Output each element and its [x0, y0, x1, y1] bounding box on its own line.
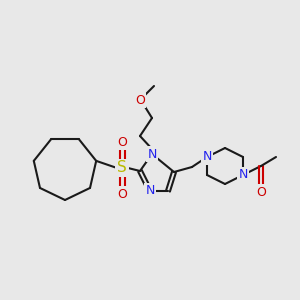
Text: O: O [135, 94, 145, 106]
Text: N: N [238, 169, 248, 182]
Text: O: O [117, 188, 127, 200]
Text: S: S [117, 160, 127, 175]
Text: N: N [202, 151, 212, 164]
Text: O: O [256, 185, 266, 199]
Text: O: O [117, 136, 127, 148]
Text: N: N [145, 184, 155, 197]
Text: N: N [147, 148, 157, 160]
